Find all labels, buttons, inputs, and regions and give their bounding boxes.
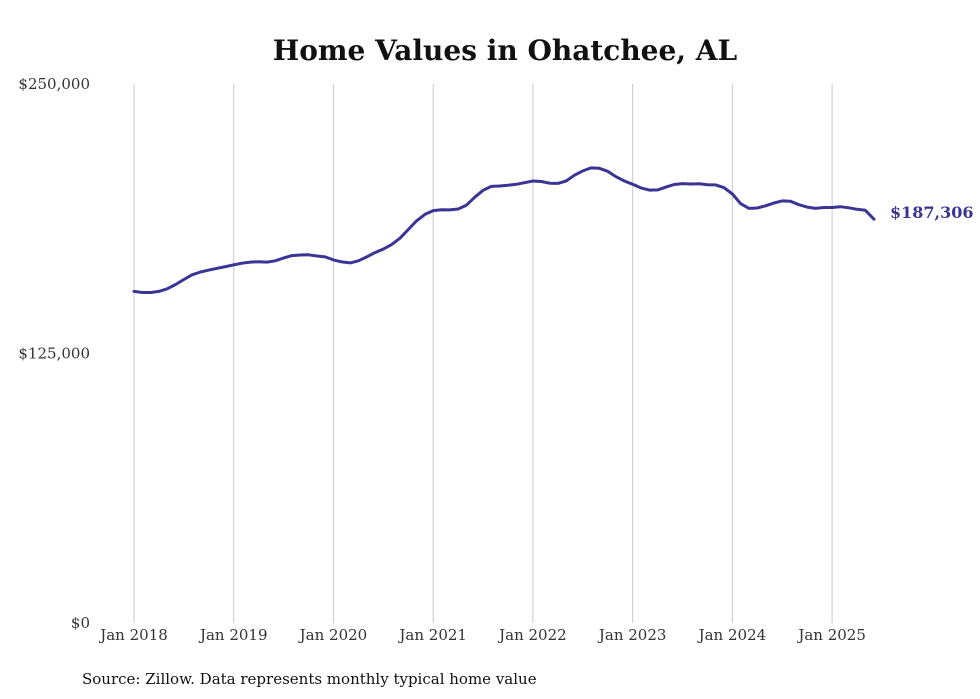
chart-title: Home Values in Ohatchee, AL [273, 34, 738, 67]
y-tick-label: $250,000 [18, 75, 90, 93]
y-tick-label: $125,000 [18, 345, 90, 363]
y-tick-label: $0 [71, 614, 90, 632]
home-value-line [132, 166, 876, 294]
latest-value-label: $187,306 [890, 203, 974, 222]
x-tick-label: Jan 2025 [796, 626, 866, 644]
source-note: Source: Zillow. Data represents monthly … [82, 670, 537, 688]
gridlines [133, 84, 833, 623]
x-tick-label: Jan 2023 [597, 626, 667, 644]
x-axis-ticks: Jan 2018 Jan 2019 Jan 2020 Jan 2021 Jan 2022… [98, 626, 866, 644]
x-tick-label: Jan 2020 [298, 626, 368, 644]
x-tick-label: Jan 2019 [198, 626, 268, 644]
x-tick-label: Jan 2018 [98, 626, 168, 644]
x-tick-label: Jan 2022 [497, 626, 567, 644]
x-tick-label: Jan 2024 [697, 626, 767, 644]
y-axis-ticks: $0 $125,000 $250,000 [18, 75, 90, 632]
x-tick-label: Jan 2021 [397, 626, 467, 644]
